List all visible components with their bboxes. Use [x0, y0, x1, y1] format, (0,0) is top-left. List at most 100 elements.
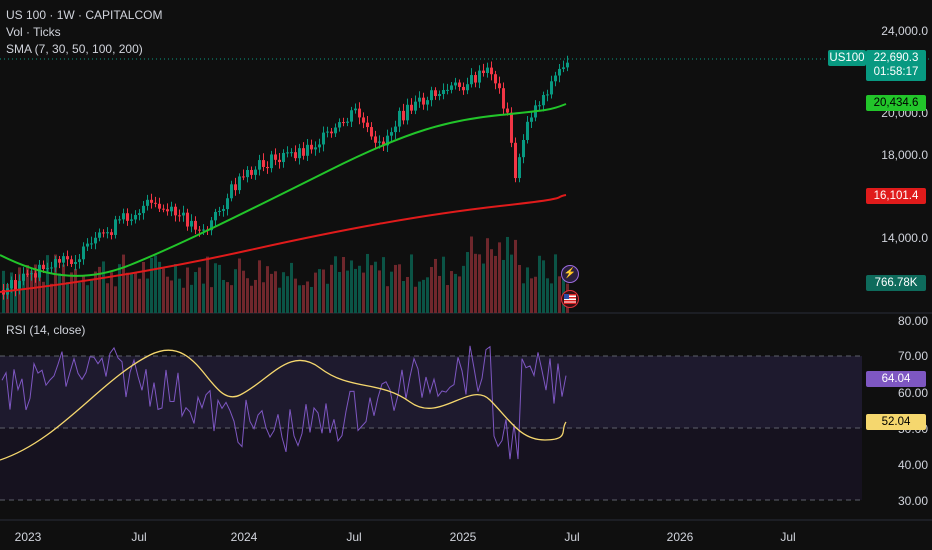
volume-bar [342, 256, 345, 313]
rsi-tick-70: 70.00 [897, 349, 928, 363]
candle-body [350, 110, 353, 122]
rsi-band [0, 356, 862, 428]
volume-bar [30, 270, 33, 313]
volume-bar [254, 279, 257, 313]
candle-body [434, 90, 437, 97]
volume-bar [210, 287, 213, 313]
volume-bar [270, 273, 273, 313]
volume-bar [394, 264, 397, 313]
rsi-value-tag: 64.04 [866, 371, 926, 387]
symbol-price-tag: US100 [828, 50, 866, 66]
candle-body [438, 94, 441, 97]
candle-body [14, 280, 17, 290]
rsi-tick-80: 80.00 [897, 314, 928, 328]
volume-bar [166, 276, 169, 313]
volume-bar [546, 278, 549, 313]
volume-bar [278, 287, 281, 313]
candle-body [18, 280, 21, 290]
candle-body [414, 101, 417, 111]
candle-body [302, 148, 305, 156]
candle-body [162, 208, 165, 210]
volume-bar [62, 264, 65, 313]
volume-bar [198, 267, 201, 313]
candle-body [366, 122, 369, 128]
volume-bar [542, 260, 545, 313]
candle-body [482, 70, 485, 74]
volume-bar [386, 286, 389, 313]
candle-body [230, 184, 233, 199]
candle-body [22, 273, 25, 281]
time-tick-jul-2026: Jul [780, 530, 796, 544]
time-tick-2023: 2023 [14, 530, 42, 544]
lightning-icon[interactable]: ⚡ [561, 265, 579, 283]
volume-bar [534, 276, 537, 313]
rsi-ma-tag: 52.04 [866, 414, 926, 430]
volume-bar [282, 272, 285, 313]
volume-indicator-label[interactable]: Vol · Ticks [6, 25, 61, 39]
candle-body [210, 220, 213, 231]
candle-body [94, 237, 97, 244]
candle-body [430, 90, 433, 101]
volume-bar [550, 283, 553, 313]
volume-bar [38, 268, 41, 313]
candle-body [474, 75, 477, 83]
candle-body [330, 131, 333, 134]
candle-body [218, 210, 221, 212]
volume-bar [310, 286, 313, 313]
candle-body [402, 110, 405, 121]
volume-bar [402, 280, 405, 313]
volume-bar [498, 242, 501, 313]
sma-green-line [0, 103, 567, 277]
rsi-indicator-label[interactable]: RSI (14, close) [6, 323, 86, 337]
candle-body [382, 141, 385, 146]
volume-bar [214, 263, 217, 313]
volume-bar [458, 276, 461, 313]
us-flag-icon[interactable] [561, 290, 579, 308]
volume-bar [162, 268, 165, 313]
symbol-title[interactable]: US 100 · 1W · CAPITALCOM [6, 8, 163, 22]
volume-bar [138, 278, 141, 313]
candle-body [146, 199, 149, 206]
candle-body [166, 209, 169, 212]
candle-body [226, 198, 229, 210]
volume-bar [142, 261, 145, 313]
volume-bar [406, 276, 409, 313]
candle-body [110, 232, 113, 235]
volume-bar [430, 267, 433, 313]
candle-body [114, 219, 117, 235]
candle-body [62, 256, 65, 263]
candle-body [294, 152, 297, 159]
volume-bar [130, 272, 133, 313]
candle-body [238, 176, 241, 191]
candle-body [306, 144, 309, 156]
volume-bar [110, 272, 113, 313]
candle-body [314, 147, 317, 150]
candle-body [98, 232, 101, 238]
volume-bar [322, 269, 325, 313]
candle-body [386, 135, 389, 146]
candle-body [418, 97, 421, 102]
candle-body [186, 212, 189, 227]
candle-body [326, 131, 329, 133]
candle-body [234, 184, 237, 191]
volume-bar [482, 263, 485, 313]
volume-bar [242, 270, 245, 313]
candle-body [322, 132, 325, 145]
volume-bar [114, 286, 117, 313]
candle-body [406, 104, 409, 121]
volume-bar [414, 286, 417, 313]
volume-bar [378, 270, 381, 313]
time-tick-jul-2024: Jul [346, 530, 362, 544]
candle-body [182, 212, 185, 216]
volume-bar [490, 249, 493, 313]
rsi-ma-line [0, 349, 567, 461]
candle-body [34, 273, 37, 278]
candle-body [198, 229, 201, 231]
sma-indicator-label[interactable]: SMA (7, 30, 50, 100, 200) [6, 42, 143, 56]
candle-body [138, 213, 141, 215]
candle-body [126, 213, 129, 221]
sma-red-tag: 16,101.4 [866, 188, 926, 204]
volume-bar [34, 264, 37, 313]
volume-bar [506, 236, 509, 313]
